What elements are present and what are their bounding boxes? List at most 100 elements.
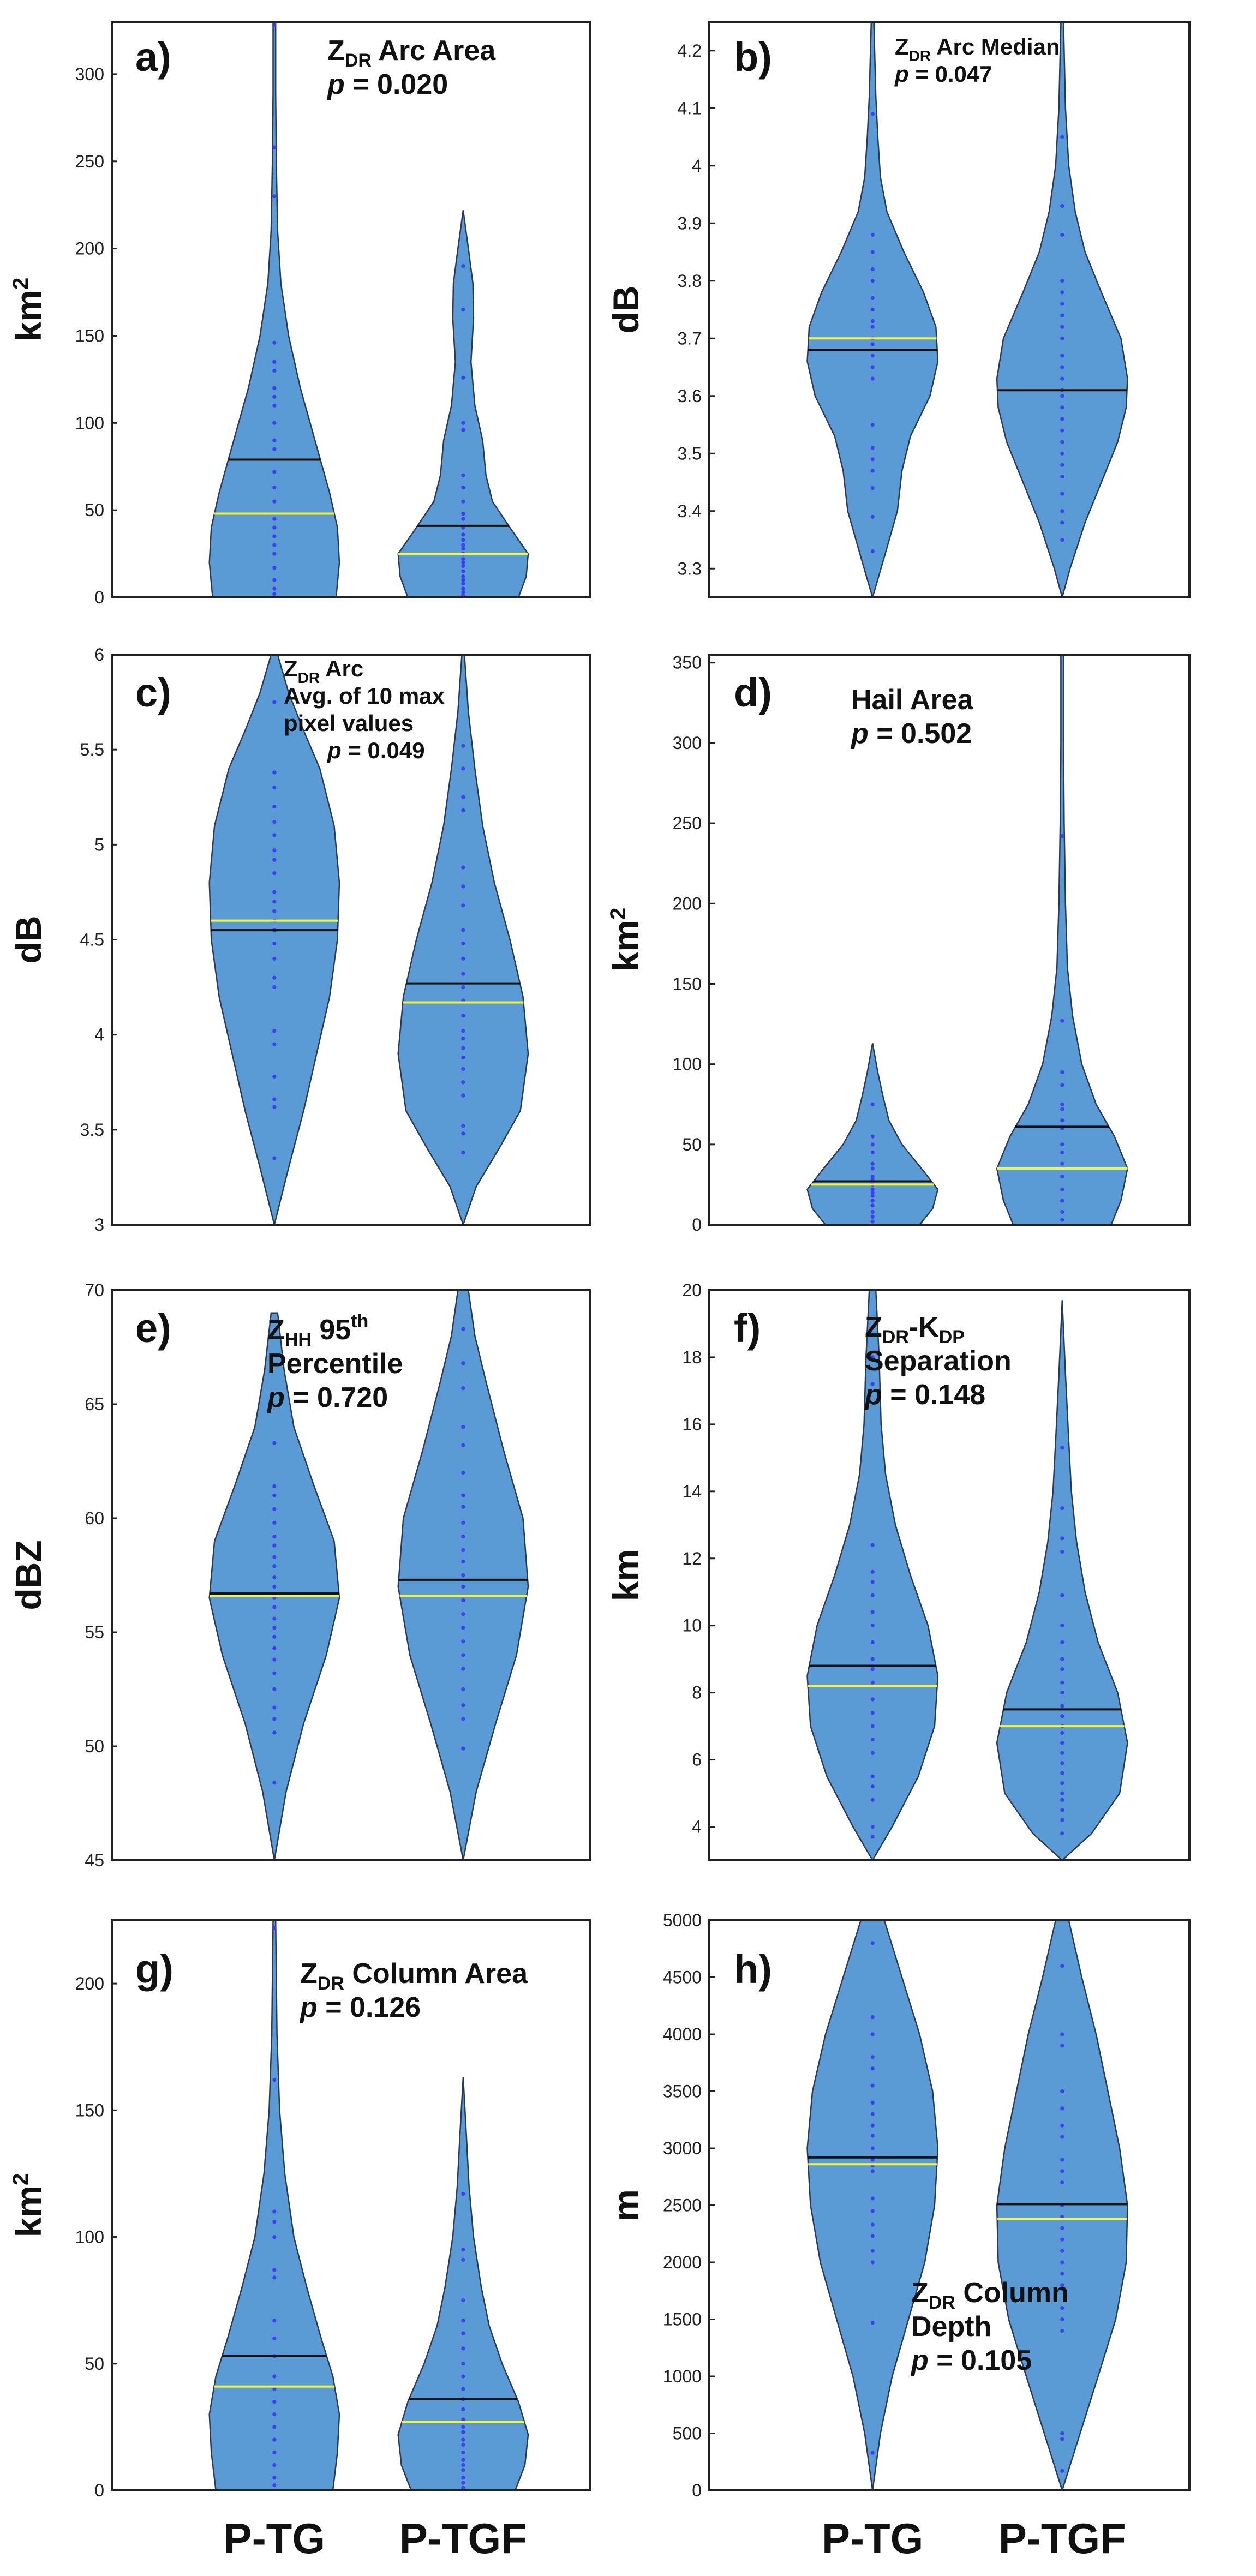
- data-point: [461, 1093, 465, 1098]
- plot-frame: [111, 1919, 591, 2491]
- data-point: [1060, 279, 1064, 283]
- data-point: [1060, 2106, 1064, 2111]
- y-tick-label: 200: [75, 1974, 104, 1993]
- data-point: [461, 2481, 465, 2485]
- data-point: [870, 2249, 875, 2253]
- data-point: [272, 2319, 277, 2323]
- data-point: [870, 376, 875, 381]
- data-point: [272, 2275, 277, 2280]
- violin-P-TG: [208, 22, 340, 597]
- data-point: [272, 2476, 277, 2480]
- data-point: [272, 1781, 277, 1785]
- y-tick-label: 4500: [663, 1968, 702, 1987]
- data-point: [461, 1151, 465, 1155]
- data-point: [272, 1484, 277, 1489]
- data-point: [870, 2146, 875, 2150]
- y-tick-label: 4: [692, 156, 702, 176]
- violins: [806, 1920, 1128, 2490]
- data-point: [272, 2374, 277, 2379]
- data-point: [461, 985, 465, 990]
- data-point: [461, 1520, 465, 1525]
- data-point: [461, 574, 465, 579]
- p-value: p = 0.047: [894, 61, 992, 87]
- y-tick-label: 50: [85, 1736, 104, 1756]
- y-tick-label: 300: [75, 64, 104, 84]
- annotation-title-line: Separation: [865, 1345, 1012, 1377]
- y-axis-label: dB: [8, 916, 49, 964]
- data-point: [461, 499, 465, 504]
- y-tick-label: 4: [692, 1817, 702, 1837]
- data-point: [461, 1584, 465, 1589]
- data-point: [1060, 440, 1064, 444]
- data-point: [870, 1784, 875, 1789]
- data-point: [1060, 2317, 1064, 2322]
- data-point: [1060, 1209, 1064, 1214]
- data-point: [870, 296, 875, 301]
- data-point: [272, 805, 277, 809]
- annotation-title: ZDR Column: [911, 2277, 1069, 2313]
- data-point: [870, 1194, 875, 1198]
- panel-label: a): [135, 34, 171, 80]
- data-point: [870, 325, 875, 329]
- data-point: [1060, 2123, 1064, 2128]
- data-point: [461, 1717, 465, 1721]
- violin-P-TGF: [397, 2077, 529, 2490]
- data-point: [461, 1131, 465, 1136]
- data-point: [870, 1199, 875, 1203]
- data-point: [1060, 1741, 1064, 1745]
- data-point: [1060, 1818, 1064, 1822]
- violins: [806, 22, 1128, 597]
- data-point: [870, 422, 875, 427]
- data-point: [272, 1097, 277, 1101]
- data-point: [870, 1610, 875, 1614]
- x-category-label: P-TG: [822, 2514, 923, 2562]
- data-point: [1060, 509, 1064, 513]
- data-point: [461, 2425, 465, 2429]
- data-point: [870, 469, 875, 473]
- data-point: [870, 457, 875, 462]
- data-point: [272, 23, 277, 27]
- data-point: [272, 578, 277, 582]
- data-point: [461, 795, 465, 799]
- data-point: [272, 534, 277, 538]
- y-axis-label: km2: [606, 908, 646, 972]
- y-tick-label: 3.8: [678, 271, 702, 291]
- data-point: [461, 2298, 465, 2303]
- data-point: [870, 279, 875, 283]
- y-tick-label: 55: [85, 1622, 104, 1642]
- data-point: [272, 1543, 277, 1548]
- data-point: [272, 1634, 277, 1639]
- data-point: [461, 375, 465, 380]
- data-point: [461, 2463, 465, 2467]
- data-point: [272, 394, 277, 399]
- data-point: [461, 1639, 465, 1644]
- data-point: [461, 543, 465, 547]
- data-point: [870, 1142, 875, 1147]
- data-point: [461, 2319, 465, 2323]
- y-tick-label: 4: [94, 1025, 104, 1045]
- panel-label: h): [734, 1946, 772, 1992]
- x-category-label: P-TGF: [399, 2514, 527, 2562]
- data-point: [272, 1605, 277, 1609]
- data-point: [272, 1705, 277, 1710]
- panel-label: g): [135, 1946, 174, 1992]
- data-point: [870, 1219, 875, 1224]
- p-value: p = 0.502: [850, 718, 972, 750]
- y-tick-label: 200: [673, 894, 702, 913]
- data-point: [461, 865, 465, 870]
- data-point: [870, 1593, 875, 1597]
- data-point: [461, 557, 465, 561]
- data-point: [870, 2112, 875, 2116]
- data-point: [870, 1190, 875, 1195]
- data-point: [1060, 1506, 1064, 1511]
- y-tick-label: 5000: [663, 1910, 702, 1930]
- data-point: [461, 1667, 465, 1671]
- data-point: [870, 514, 875, 519]
- data-point: [461, 581, 465, 586]
- data-point: [461, 546, 465, 551]
- data-point: [461, 1703, 465, 1708]
- data-point: [461, 956, 465, 961]
- y-tick-label: 4.2: [678, 41, 702, 61]
